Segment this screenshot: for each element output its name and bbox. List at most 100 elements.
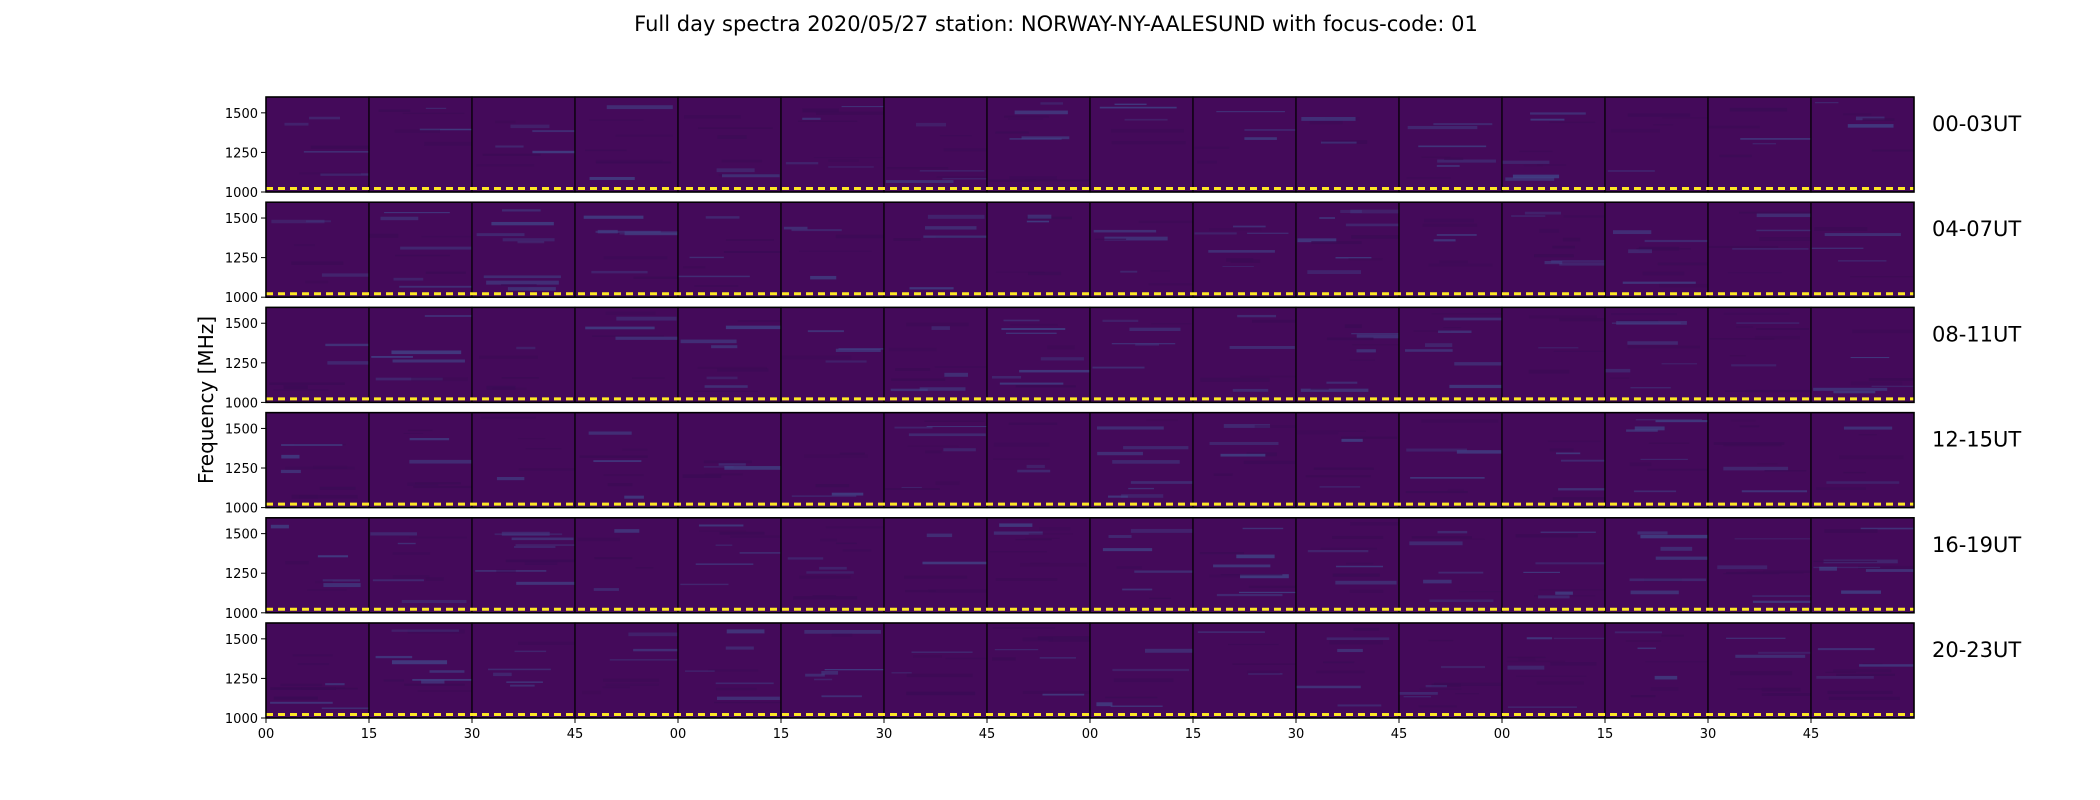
panel-background bbox=[678, 97, 781, 192]
row-label: 00-03UT bbox=[1932, 112, 2021, 136]
panel-background bbox=[472, 623, 575, 718]
panel-background bbox=[266, 202, 369, 298]
spectral-streak bbox=[935, 481, 960, 486]
spectra-panel bbox=[1810, 306, 1915, 403]
spectral-streak bbox=[273, 389, 329, 391]
spectra-panel bbox=[780, 517, 885, 614]
spectral-streak bbox=[1729, 107, 1788, 112]
spectral-streak bbox=[1739, 211, 1811, 214]
spectral-streak bbox=[1094, 238, 1127, 240]
spectral-streak bbox=[1428, 263, 1493, 267]
spectral-streak bbox=[281, 454, 300, 459]
spectral-streak bbox=[495, 120, 516, 124]
spectral-streak bbox=[1356, 334, 1399, 339]
spectral-streak bbox=[285, 561, 309, 565]
spectral-streak bbox=[802, 117, 821, 120]
spectra-panel bbox=[1604, 96, 1709, 193]
spectral-streak bbox=[271, 219, 325, 224]
spectral-streak bbox=[1645, 661, 1708, 663]
spectral-streak bbox=[325, 683, 345, 686]
spectral-streak bbox=[1544, 260, 1563, 265]
spectral-streak bbox=[496, 476, 525, 481]
panel-background bbox=[1811, 202, 1914, 298]
spectral-streak bbox=[1871, 385, 1914, 388]
spectral-streak bbox=[1229, 346, 1295, 349]
spectral-streak bbox=[1340, 436, 1398, 439]
spectral-streak bbox=[1323, 661, 1355, 664]
spectra-panel bbox=[368, 306, 473, 403]
spectral-streak bbox=[1209, 228, 1262, 231]
spectral-streak bbox=[1039, 527, 1071, 531]
spectral-streak bbox=[1240, 375, 1296, 378]
spectral-streak bbox=[1433, 239, 1456, 242]
spectral-streak bbox=[1523, 164, 1543, 167]
spectral-streak bbox=[1556, 452, 1581, 455]
spectral-streak bbox=[1657, 262, 1708, 266]
spectral-streak bbox=[510, 124, 550, 129]
spectral-streak bbox=[824, 669, 884, 671]
spectra-panel bbox=[1501, 517, 1606, 614]
spectral-streak bbox=[1403, 696, 1431, 698]
spectral-streak bbox=[1128, 487, 1155, 490]
spectral-streak bbox=[1319, 486, 1361, 488]
spectral-streak bbox=[1196, 160, 1218, 164]
spectral-streak bbox=[476, 233, 525, 237]
spectral-streak bbox=[1642, 271, 1685, 276]
spectral-streak bbox=[1424, 343, 1453, 347]
spectra-panel bbox=[1501, 412, 1606, 509]
spectral-streak bbox=[1134, 570, 1193, 573]
spectral-streak bbox=[885, 488, 940, 491]
spectral-streak bbox=[1736, 326, 1754, 328]
spectral-streak bbox=[603, 256, 668, 260]
spectral-streak bbox=[1307, 549, 1369, 553]
x-tick-label: 45 bbox=[1803, 727, 1820, 742]
x-tick-label: 30 bbox=[876, 727, 893, 742]
x-tick-label: 15 bbox=[1185, 727, 1202, 742]
spectral-streak bbox=[421, 235, 472, 238]
spectral-streak bbox=[943, 148, 987, 152]
spectral-streak bbox=[1039, 657, 1076, 659]
spectral-streak bbox=[400, 246, 472, 250]
spectral-streak bbox=[370, 532, 417, 536]
spectral-streak bbox=[820, 538, 838, 542]
spectral-streak bbox=[501, 377, 539, 379]
spectral-streak bbox=[1005, 332, 1057, 334]
spectral-streak bbox=[1534, 254, 1574, 258]
spectral-streak bbox=[1237, 314, 1277, 318]
spectral-streak bbox=[1506, 660, 1566, 663]
spectral-streak bbox=[510, 684, 535, 687]
spectral-streak bbox=[511, 537, 574, 541]
spectral-streak bbox=[518, 641, 575, 645]
spectral-streak bbox=[791, 229, 842, 232]
spectral-streak bbox=[831, 633, 853, 637]
spectral-streak bbox=[1612, 230, 1652, 235]
spectra-panel bbox=[1398, 622, 1503, 719]
panel-background bbox=[1296, 202, 1399, 298]
spectral-streak bbox=[1311, 241, 1362, 245]
spectral-streak bbox=[906, 691, 976, 696]
spectral-streak bbox=[494, 533, 563, 536]
panel-background bbox=[1296, 97, 1399, 192]
spectral-streak bbox=[327, 361, 369, 365]
spectral-streak bbox=[999, 382, 1064, 385]
spectral-streak bbox=[1735, 654, 1806, 658]
spectral-streak bbox=[1405, 490, 1468, 494]
panel-background bbox=[678, 307, 781, 403]
spectral-streak bbox=[635, 566, 654, 569]
panel-background bbox=[1811, 97, 1914, 192]
spectral-streak bbox=[1146, 419, 1179, 422]
panel-background bbox=[884, 97, 987, 192]
spectral-streak bbox=[992, 657, 1016, 661]
spectral-streak bbox=[291, 261, 344, 265]
spectra-row: 1000 1250 1500 04-07UT bbox=[225, 201, 2021, 306]
spectral-streak bbox=[378, 109, 411, 112]
panel-background bbox=[1708, 97, 1811, 192]
y-tick-label: 1500 bbox=[225, 633, 258, 648]
spectral-streak bbox=[297, 662, 330, 666]
spectral-streak bbox=[995, 131, 1029, 134]
row-label: 16-19UT bbox=[1932, 533, 2021, 557]
spectra-panel bbox=[1604, 306, 1709, 403]
spectral-streak bbox=[1756, 327, 1809, 330]
spectral-streak bbox=[425, 107, 447, 109]
spectral-streak bbox=[1505, 177, 1555, 181]
